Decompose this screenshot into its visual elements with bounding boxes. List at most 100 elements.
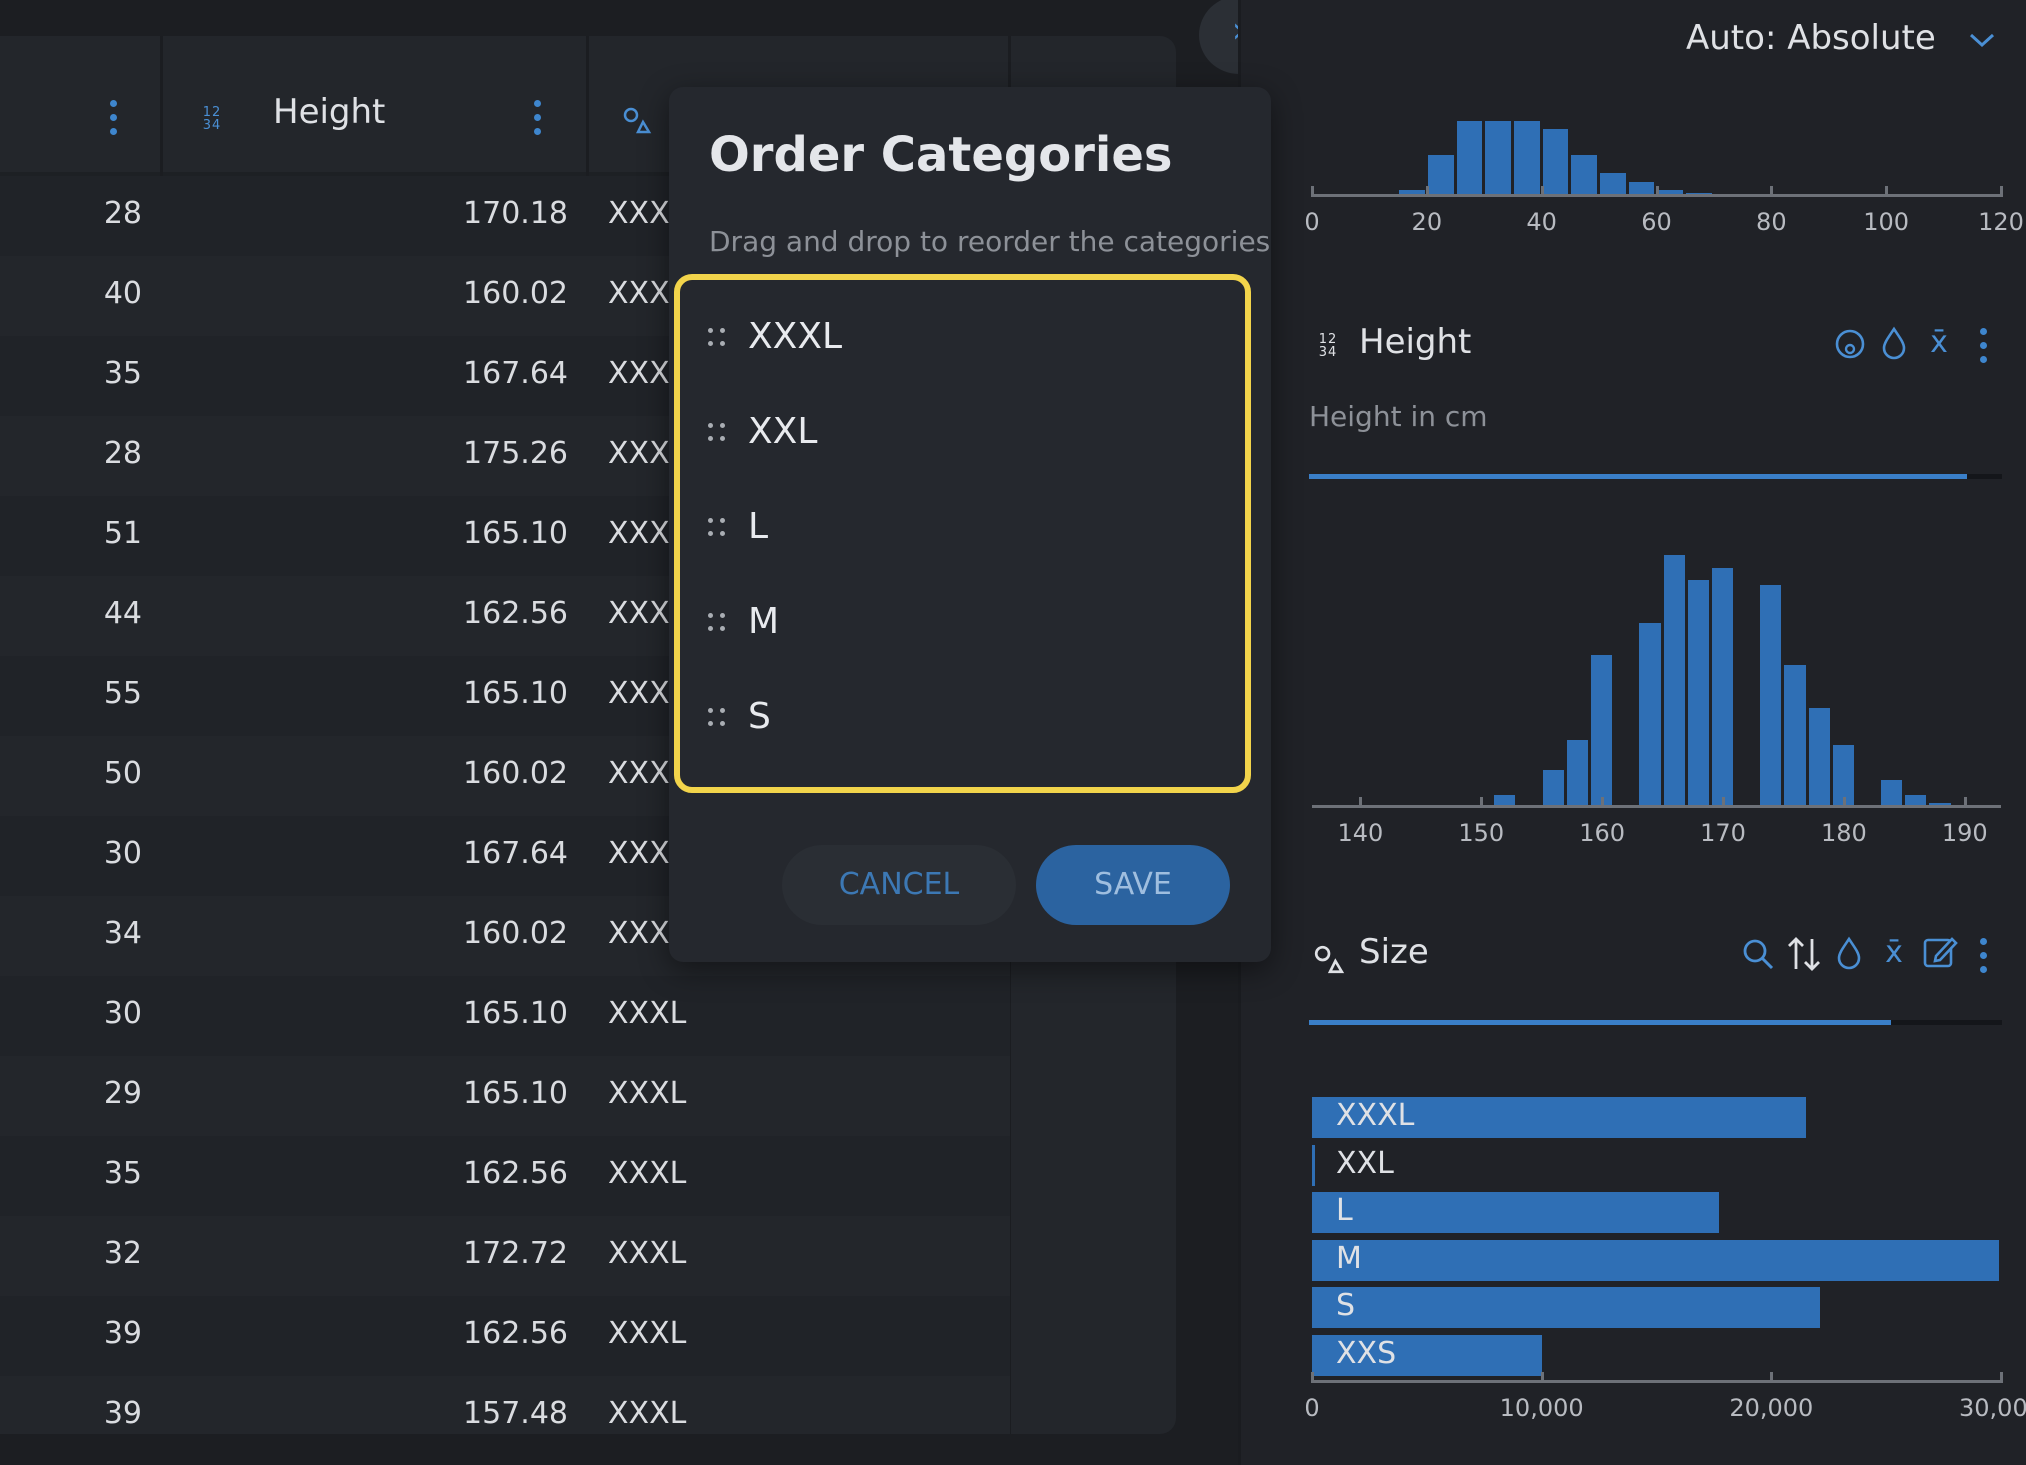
- age-histogram-bar[interactable]: [1427, 154, 1454, 194]
- height-histogram-bar[interactable]: [1687, 580, 1709, 805]
- drag-handle-icon[interactable]: [708, 518, 730, 540]
- size-bar-chart-tick: [1540, 1372, 1544, 1383]
- palette-icon[interactable]: [1833, 327, 1867, 361]
- age-histogram-bar[interactable]: [1628, 182, 1655, 194]
- age-column-menu-icon[interactable]: [108, 98, 118, 138]
- height-histogram-tick-label: 140: [1337, 819, 1384, 847]
- sort-icon[interactable]: [1786, 935, 1822, 973]
- numeric-type-icon: 12 34: [1318, 332, 1338, 360]
- display-mode-value: Auto: Absolute: [1686, 18, 1936, 58]
- age-histogram-bar[interactable]: [1485, 121, 1511, 194]
- height-completeness-fill: [1309, 474, 1968, 479]
- category-drag-item[interactable]: S: [708, 688, 1208, 748]
- height-cell: 172.72: [463, 1236, 568, 1271]
- category-drag-item[interactable]: M: [708, 593, 1208, 653]
- cancel-button[interactable]: CANCEL: [782, 845, 1016, 925]
- height-histogram-bar[interactable]: [1711, 567, 1734, 805]
- height-cell: 160.02: [463, 276, 568, 311]
- edit-icon[interactable]: [1922, 934, 1958, 970]
- height-histogram-tick-label: 150: [1458, 819, 1505, 847]
- height-description: Height in cm: [1309, 400, 1488, 433]
- categorical-type-icon: [1314, 945, 1345, 974]
- drop-icon[interactable]: [1878, 325, 1910, 361]
- age-histogram-bar[interactable]: [1657, 190, 1684, 194]
- category-order-list: XXXL XXL L M S: [674, 274, 1251, 793]
- height-column-title[interactable]: Height: [273, 92, 386, 132]
- height-cell: 175.26: [463, 436, 568, 471]
- height-histogram-bar[interactable]: [1784, 665, 1806, 805]
- table-row[interactable]: 30 165.10 XXXL: [0, 976, 1010, 1056]
- height-histogram-bar[interactable]: [1881, 780, 1903, 805]
- height-histogram-tick: [1842, 797, 1846, 808]
- age-cell: 28: [103, 436, 142, 471]
- height-cell: 167.64: [463, 356, 568, 391]
- drop-icon[interactable]: [1833, 935, 1865, 971]
- height-column-menu-icon[interactable]: [532, 98, 542, 138]
- category-drag-item[interactable]: XXL: [708, 403, 1208, 463]
- category-drag-item[interactable]: L: [708, 498, 1208, 558]
- size-bar[interactable]: [1312, 1239, 1999, 1281]
- age-histogram-tick-label: 100: [1863, 208, 1910, 236]
- table-row[interactable]: 32 172.72 XXXL: [0, 1216, 1010, 1296]
- height-histogram-bar[interactable]: [1929, 802, 1951, 805]
- size-bar[interactable]: [1312, 1192, 1719, 1233]
- age-histogram-tick: [1885, 186, 1889, 197]
- age-histogram-tick: [2000, 186, 2003, 197]
- category-drag-item[interactable]: XXXL: [708, 308, 1208, 368]
- size-completeness-fill: [1309, 1020, 1892, 1025]
- age-cell: 40: [103, 276, 142, 311]
- drag-handle-icon[interactable]: [708, 328, 730, 350]
- height-histogram-bar[interactable]: [1808, 707, 1830, 805]
- size-cell: XXXL: [608, 1076, 687, 1111]
- height-histogram-tick: [1963, 797, 1967, 808]
- age-histogram-bar[interactable]: [1399, 190, 1425, 194]
- height-histogram-bar[interactable]: [1663, 555, 1685, 805]
- table-row[interactable]: 35 162.56 XXXL: [0, 1136, 1010, 1216]
- x-bar-statistic-icon[interactable]: x̄: [1885, 935, 1903, 970]
- drag-handle-icon[interactable]: [708, 613, 730, 635]
- age-cell: 30: [103, 836, 142, 871]
- age-histogram-bar[interactable]: [1600, 173, 1626, 194]
- height-summary-menu-icon[interactable]: [1978, 326, 1988, 366]
- age-histogram-tick-label: 60: [1641, 208, 1672, 236]
- age-histogram-bar[interactable]: [1456, 121, 1483, 194]
- height-histogram-tick: [1480, 797, 1484, 808]
- height-histogram-bar[interactable]: [1494, 795, 1516, 805]
- age-histogram-bar[interactable]: [1686, 192, 1712, 194]
- age-histogram-bar[interactable]: [1513, 121, 1540, 194]
- height-histogram-bar[interactable]: [1832, 745, 1854, 805]
- height-cell: 165.10: [463, 516, 568, 551]
- age-histogram-bar[interactable]: [1571, 154, 1598, 194]
- size-bar[interactable]: [1312, 1144, 1315, 1186]
- height-cell: 165.10: [463, 676, 568, 711]
- height-cell: 167.64: [463, 836, 568, 871]
- drag-handle-icon[interactable]: [708, 708, 730, 730]
- age-histogram-tick-label: 120: [1978, 208, 2024, 236]
- height-histogram-bar[interactable]: [1760, 585, 1782, 805]
- display-mode-select[interactable]: Auto: Absolute: [1686, 18, 1995, 58]
- height-cell: 160.02: [463, 756, 568, 791]
- height-histogram-bar[interactable]: [1566, 740, 1588, 805]
- age-cell: 34: [103, 916, 142, 951]
- height-histogram-tick-label: 170: [1700, 819, 1746, 847]
- search-icon[interactable]: [1741, 937, 1775, 971]
- height-histogram-tick: [1721, 797, 1725, 808]
- age-histogram-tick: [1655, 186, 1659, 197]
- table-row[interactable]: 39 162.56 XXXL: [0, 1296, 1010, 1376]
- age-histogram-bar[interactable]: [1542, 128, 1569, 194]
- size-bar[interactable]: [1312, 1097, 1806, 1138]
- height-histogram-bar[interactable]: [1639, 622, 1661, 805]
- height-histogram-bar[interactable]: [1542, 770, 1564, 805]
- size-bar[interactable]: [1312, 1287, 1820, 1328]
- size-bar[interactable]: [1312, 1334, 1542, 1376]
- save-button[interactable]: SAVE: [1036, 845, 1230, 925]
- size-summary-menu-icon[interactable]: [1978, 936, 1988, 976]
- table-row[interactable]: 39 157.48 XXXL: [0, 1376, 1010, 1434]
- height-histogram-bar[interactable]: [1905, 795, 1927, 805]
- age-cell: 35: [103, 1156, 142, 1191]
- table-row[interactable]: 29 165.10 XXXL: [0, 1056, 1010, 1136]
- x-bar-statistic-icon[interactable]: x̄: [1930, 325, 1948, 360]
- height-histogram-bar[interactable]: [1591, 655, 1613, 805]
- category-label: S: [748, 696, 771, 737]
- drag-handle-icon[interactable]: [708, 423, 730, 445]
